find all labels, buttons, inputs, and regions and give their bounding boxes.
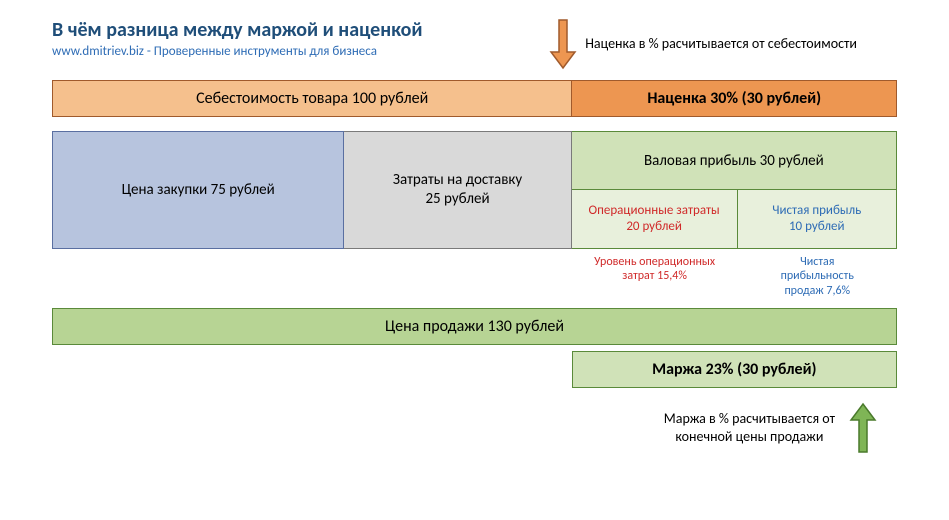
cost-cell: Себестоимость товара 100 рублей [53, 81, 571, 116]
row-breakdown: Цена закупки 75 рублей Затраты на достав… [52, 131, 897, 249]
header-row: В чём разница между маржой и наценкой ww… [52, 18, 897, 70]
page-subtitle: www.dmitriev.biz - Проверенные инструмен… [52, 44, 423, 59]
arrow-down-icon [549, 18, 577, 70]
profit-wrap: Валовая прибыль 30 рублей Операционные з… [572, 131, 897, 249]
pct-spacer [52, 255, 572, 298]
pct-net-note: Чистая прибыльность продаж 7,6% [738, 255, 897, 298]
markup-note: Наценка в % расчитывается от себестоимос… [585, 35, 857, 53]
margin-note: Маржа в % расчитывается от конечной цены… [664, 410, 835, 446]
gross-profit-cell: Валовая прибыль 30 рублей [572, 131, 897, 190]
pct-opex-note: Уровень операционных затрат 15,4% [572, 255, 738, 298]
arrow-up-icon [849, 402, 877, 454]
margin-spacer [52, 351, 572, 388]
shipping-cell: Затраты на доставку 25 рублей [344, 131, 571, 249]
profit-split: Операционные затраты 20 рублей Чистая пр… [572, 190, 897, 249]
markup-cell: Наценка 30% (30 рублей) [571, 81, 896, 116]
purchase-cell: Цена закупки 75 рублей [52, 131, 344, 249]
header-right: Наценка в % расчитывается от себестоимос… [549, 18, 857, 70]
row-margin: Маржа 23% (30 рублей) [52, 351, 897, 388]
net-profit-cell: Чистая прибыль 10 рублей [738, 190, 897, 249]
page-title: В чём разница между маржой и наценкой [52, 18, 423, 42]
diagram-container: В чём разница между маржой и наценкой ww… [0, 0, 949, 454]
pct-right: Уровень операционных затрат 15,4% Чистая… [572, 255, 897, 298]
pct-notes-row: Уровень операционных затрат 15,4% Чистая… [52, 255, 897, 298]
header-left: В чём разница между маржой и наценкой ww… [52, 18, 423, 59]
bottom-note-row: Маржа в % расчитывается от конечной цены… [52, 402, 897, 454]
sale-price-bar: Цена продажи 130 рублей [52, 308, 897, 345]
margin-cell: Маржа 23% (30 рублей) [572, 351, 897, 388]
row-cost-markup: Себестоимость товара 100 рублей Наценка … [52, 80, 897, 117]
opex-cell: Операционные затраты 20 рублей [572, 190, 738, 249]
